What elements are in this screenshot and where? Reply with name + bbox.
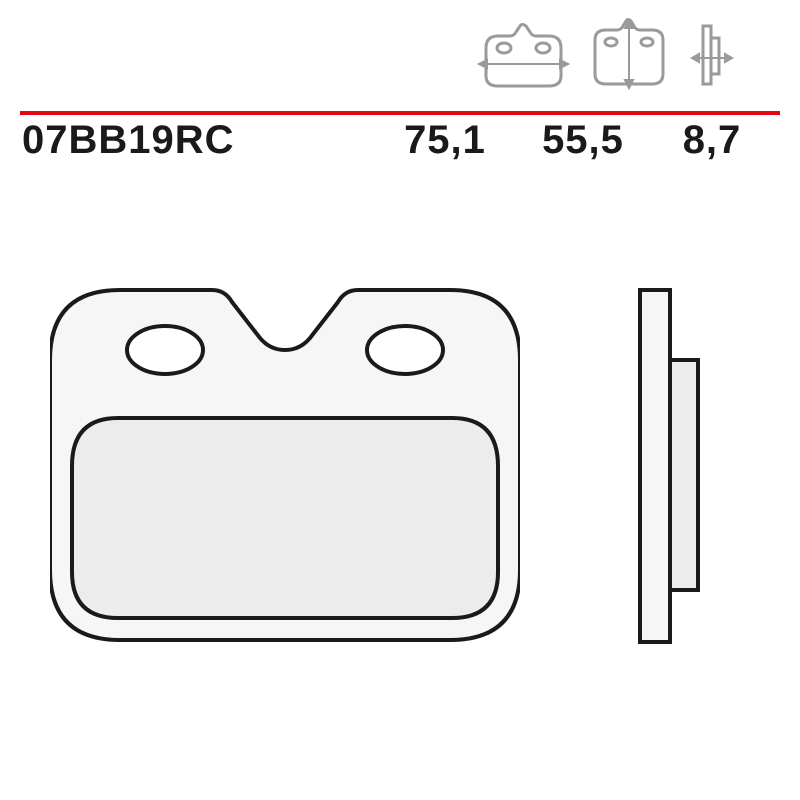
height-icon: [589, 18, 671, 90]
dim-width: 75,1: [401, 118, 489, 163]
part-number: 07BB19RC: [22, 118, 235, 163]
width-icon: [476, 18, 571, 90]
dim-thickness: 8,7: [677, 118, 747, 163]
friction-pad-side: [670, 360, 698, 590]
mounting-hole-left: [127, 326, 203, 374]
spec-row: 07BB19RC 75,1 55,5 8,7: [20, 118, 780, 163]
mounting-hole-right: [367, 326, 443, 374]
divider-line: [20, 102, 780, 106]
front-view: [50, 215, 520, 715]
side-view: [620, 215, 725, 715]
pad-inner: [72, 418, 498, 618]
thickness-icon: [689, 18, 735, 90]
dim-height: 55,5: [539, 118, 627, 163]
dimension-icons: [476, 18, 735, 90]
backing-plate: [640, 290, 670, 642]
